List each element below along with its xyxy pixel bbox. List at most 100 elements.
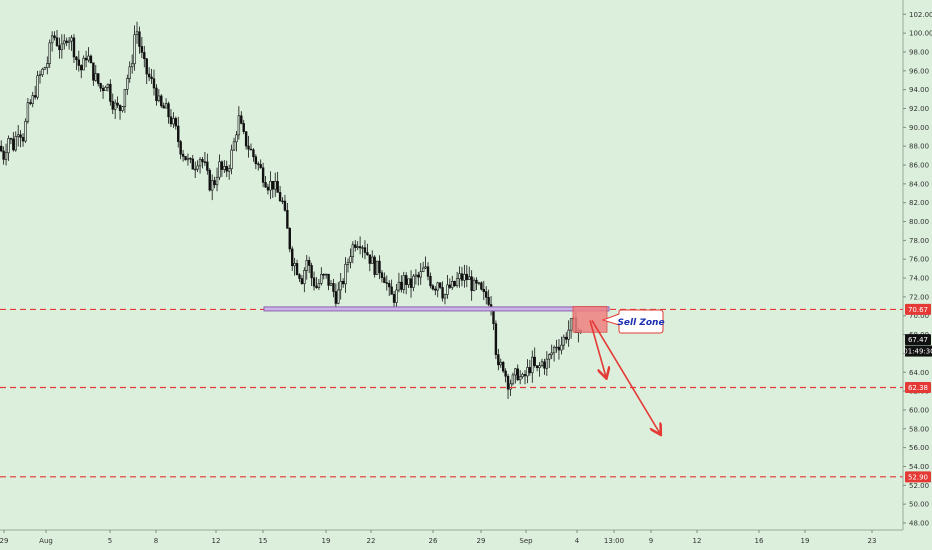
candle-body: [116, 102, 119, 106]
candle-body: [329, 283, 333, 286]
candle: [332, 278, 335, 298]
candle: [286, 202, 289, 229]
y-tick-label: 102.00: [909, 11, 932, 19]
candle: [315, 277, 318, 289]
candle-body: [511, 374, 515, 385]
candle-body: [201, 159, 204, 163]
candle: [164, 98, 168, 109]
candle-body: [424, 266, 427, 269]
y-tick-label: 60.00: [909, 406, 929, 414]
candle: [198, 156, 202, 174]
candle: [327, 273, 330, 291]
sell-zone-box[interactable]: [572, 306, 608, 333]
candle-body: [506, 375, 510, 390]
candle: [266, 183, 270, 195]
candle: [465, 265, 469, 288]
candle-body: [540, 361, 544, 366]
candle: [397, 272, 401, 293]
sell-zone-callout[interactable]: Sell Zone: [601, 309, 665, 334]
candle: [288, 227, 291, 253]
candle-body: [390, 286, 393, 295]
candle-body: [254, 156, 258, 165]
candle: [421, 261, 425, 273]
candle-body: [33, 95, 37, 98]
candle-body: [172, 118, 175, 125]
candle-body: [12, 138, 15, 151]
y-tick-label: 72.00: [909, 293, 929, 301]
y-tick-label: 88.00: [909, 143, 929, 151]
x-tick-label: 29: [477, 537, 486, 545]
candle: [157, 89, 161, 103]
candle: [281, 197, 284, 205]
candle-body: [4, 152, 8, 160]
candle: [184, 156, 187, 161]
candle: [523, 370, 527, 385]
candle-body: [412, 275, 415, 288]
last-price-badge-text: 67.47: [908, 336, 928, 344]
candle: [237, 106, 241, 140]
candle-body: [31, 95, 34, 104]
candle: [514, 367, 517, 384]
candle-body: [174, 118, 178, 127]
candle-body: [169, 116, 173, 125]
candle-body: [339, 280, 342, 291]
candle-body: [181, 153, 185, 157]
candle-body: [334, 291, 338, 304]
candle: [135, 21, 139, 44]
candle: [339, 273, 342, 300]
candle: [12, 131, 15, 152]
candle-body: [438, 282, 442, 288]
candle: [278, 186, 282, 202]
candle-body: [295, 263, 299, 276]
candle: [31, 91, 34, 108]
candle: [80, 64, 83, 79]
candle: [424, 256, 427, 270]
candle-body: [366, 252, 369, 256]
candle: [354, 240, 357, 252]
candle-body: [21, 137, 25, 142]
candle: [259, 159, 262, 169]
x-tick-label: 12: [212, 537, 221, 545]
candle: [531, 350, 534, 383]
candle-body: [276, 181, 279, 193]
candle-body: [421, 267, 425, 272]
candle-body: [46, 63, 49, 68]
candle-body: [446, 284, 449, 295]
candle-body: [60, 43, 64, 51]
candle-body: [58, 45, 61, 51]
candle: [526, 359, 529, 384]
candle-body: [208, 170, 211, 191]
candle-body: [324, 273, 328, 276]
candle: [436, 281, 439, 298]
candle-body: [147, 73, 151, 78]
y-tick-label: 82.00: [909, 199, 929, 207]
candle-body: [344, 264, 347, 285]
candle-body: [358, 246, 362, 249]
candle: [218, 154, 221, 181]
candle: [172, 112, 175, 128]
candle-body: [143, 52, 146, 60]
candle: [371, 250, 374, 264]
candle: [545, 351, 549, 376]
candle: [497, 348, 500, 371]
candle-body: [140, 46, 144, 53]
candle: [201, 157, 204, 169]
candle-body: [569, 318, 573, 331]
candle: [569, 318, 573, 339]
time-axis[interactable]: 29 Aug 5 8 12 15 19 22 26 29 Sep 4 13:00 9 12 16 19 23: [0, 530, 876, 545]
candle-body: [305, 260, 308, 271]
candle: [48, 39, 51, 69]
level-badge-1: 62.38: [905, 382, 931, 394]
candle-body: [383, 277, 386, 283]
candle-body: [19, 134, 22, 138]
candle-body: [402, 275, 405, 290]
candle-body: [494, 323, 498, 355]
candle-body: [499, 361, 502, 366]
candle: [494, 320, 498, 360]
y-tick-label: 84.00: [909, 180, 929, 188]
candle: [160, 94, 163, 108]
y-tick-label: 52.00: [909, 482, 929, 490]
candle-body: [261, 167, 265, 183]
candle-body: [380, 272, 384, 278]
candle: [550, 344, 553, 360]
